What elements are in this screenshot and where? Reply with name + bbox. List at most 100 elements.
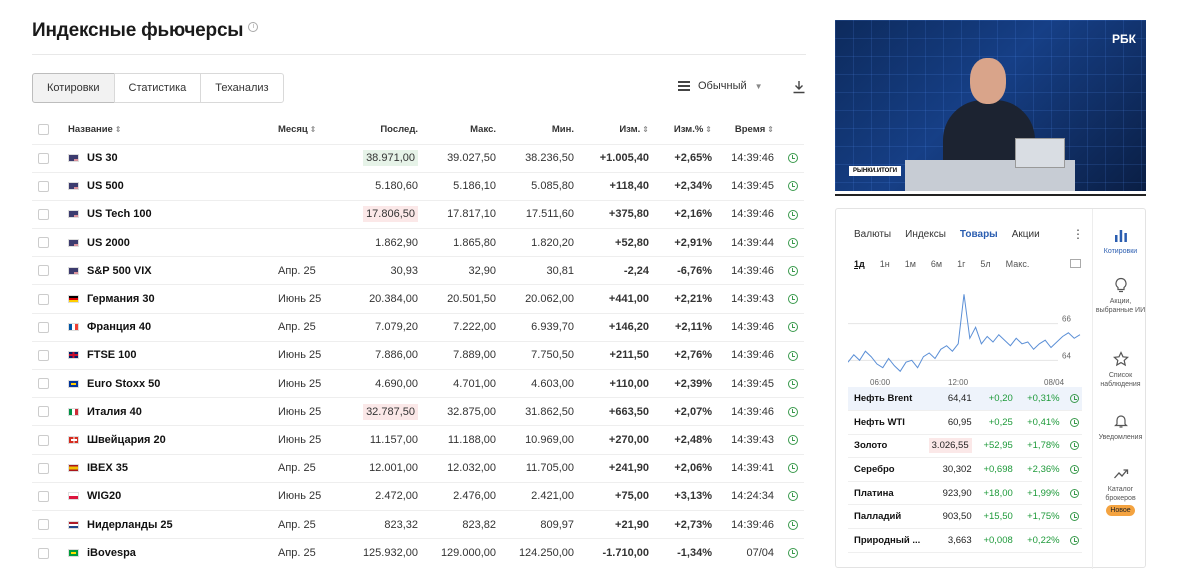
row-checkbox[interactable] (38, 180, 49, 192)
select-all-checkbox[interactable] (38, 124, 49, 136)
commodity-name[interactable]: Платина (848, 481, 926, 506)
instrument-name[interactable]: Франция 40 (87, 321, 152, 334)
instrument-cell[interactable]: S&P 500 VIX (62, 256, 272, 285)
row-checkbox[interactable] (38, 378, 49, 390)
row-checkbox[interactable] (38, 519, 49, 531)
col-high[interactable]: Макс. (470, 124, 496, 136)
row-checkbox[interactable] (38, 406, 49, 418)
instrument-cell[interactable]: US Tech 100 (62, 199, 272, 229)
list-item[interactable]: Нефть Brent 64,41 +0,20 +0,31% (848, 387, 1082, 412)
table-row[interactable]: Италия 40 Июнь 25 32.787,50 32.875,00 31… (32, 397, 804, 426)
instrument-cell[interactable]: iBovespa (62, 538, 272, 567)
table-row[interactable]: US Tech 100 17.806,50 17.817,10 17.511,6… (32, 199, 804, 229)
instrument-name[interactable]: WIG20 (87, 490, 122, 503)
instrument-cell[interactable]: Euro Stoxx 50 (62, 368, 272, 398)
period-2[interactable]: 1м (904, 259, 916, 269)
col-chg-pct[interactable]: Изм.% ⇕ (673, 124, 712, 136)
row-checkbox[interactable] (38, 462, 49, 474)
period-3[interactable]: 6м (930, 259, 943, 269)
col-name[interactable]: Название ⇕ (68, 124, 122, 136)
instrument-cell[interactable]: US 2000 (62, 228, 272, 257)
download-icon[interactable] (792, 80, 806, 94)
widget-tab-0[interactable]: Валюты (854, 229, 892, 240)
row-checkbox[interactable] (38, 350, 49, 361)
instrument-cell[interactable]: Франция 40 (62, 312, 272, 342)
instrument-name[interactable]: S&P 500 VIX (87, 264, 152, 277)
instrument-name[interactable]: Нидерланды 25 (87, 518, 173, 531)
row-checkbox[interactable] (38, 209, 49, 221)
col-chg[interactable]: Изм. ⇕ (619, 124, 649, 136)
instrument-name[interactable]: US 30 (87, 152, 118, 165)
sidebar-item-4[interactable]: Каталог брокеров Новое (1093, 465, 1148, 516)
instrument-cell[interactable]: Швейцария 20 (62, 425, 272, 455)
commodity-name[interactable]: Природный ... (848, 528, 926, 553)
row-checkbox[interactable] (38, 293, 49, 305)
video-player[interactable]: РБК РЫНКИ.ИТОГИ (835, 20, 1146, 191)
table-row[interactable]: US 500 5.180,60 5.186,10 5.085,80 +118,4… (32, 171, 804, 201)
video-progress[interactable] (835, 194, 1146, 196)
commodity-name[interactable]: Золото (848, 434, 926, 459)
col-last[interactable]: Послед. (380, 124, 418, 136)
period-5[interactable]: 5л (980, 259, 991, 269)
col-low[interactable]: Мин. (551, 124, 574, 136)
instrument-cell[interactable]: Нидерланды 25 (62, 509, 272, 539)
commodity-name[interactable]: Серебро (848, 457, 926, 482)
list-item[interactable]: Природный ... 3,663 +0,008 +0,22% (848, 528, 1082, 553)
table-row[interactable]: WIG20 Июнь 25 2.472,00 2.476,00 2.421,00… (32, 481, 804, 511)
instrument-cell[interactable]: WIG20 (62, 481, 272, 511)
instrument-name[interactable]: Италия 40 (87, 405, 142, 418)
row-checkbox[interactable] (38, 547, 49, 559)
instrument-name[interactable]: US 2000 (87, 236, 130, 249)
list-item[interactable]: Серебро 30,302 +0,698 +2,36% (848, 457, 1082, 482)
list-item[interactable]: Палладий 903,50 +15,50 +1,75% (848, 504, 1082, 530)
list-item[interactable]: Нефть WTI 60,95 +0,25 +0,41% (848, 410, 1082, 435)
row-checkbox[interactable] (38, 434, 49, 446)
period-4[interactable]: 1г (957, 259, 966, 269)
col-time[interactable]: Время ⇕ (734, 124, 774, 136)
commodity-name[interactable]: Нефть Brent (848, 387, 926, 412)
instrument-name[interactable]: iBovespa (87, 546, 136, 559)
table-row[interactable]: FTSE 100 Июнь 25 7.886,00 7.889,00 7.750… (32, 340, 804, 370)
instrument-cell[interactable]: FTSE 100 (62, 340, 272, 370)
table-row[interactable]: Германия 30 Июнь 25 20.384,00 20.501,50 … (32, 284, 804, 314)
sidebar-item-3[interactable]: Уведомления (1093, 413, 1148, 442)
row-checkbox[interactable] (38, 152, 49, 164)
table-row[interactable]: Нидерланды 25 Апр. 25 823,32 823,82 809,… (32, 509, 804, 539)
sidebar-item-0[interactable]: Котировки (1093, 227, 1148, 256)
table-row[interactable]: Франция 40 Апр. 25 7.079,20 7.222,00 6.9… (32, 312, 804, 342)
table-row[interactable]: IBEX 35 Апр. 25 12.001,00 12.032,00 11.7… (32, 453, 804, 483)
table-row[interactable]: S&P 500 VIX Апр. 25 30,93 32,90 30,81 -2… (32, 256, 804, 285)
instrument-name[interactable]: Швейцария 20 (87, 433, 166, 446)
commodity-name[interactable]: Нефть WTI (848, 410, 926, 435)
instrument-name[interactable]: US Tech 100 (87, 208, 152, 221)
widget-tab-1[interactable]: Индексы (905, 229, 946, 240)
instrument-cell[interactable]: Италия 40 (62, 397, 272, 426)
col-month[interactable]: Месяц ⇕ (278, 124, 317, 136)
more-vertical-icon[interactable]: ⋮ (1072, 227, 1084, 241)
row-checkbox[interactable] (38, 237, 49, 249)
instrument-cell[interactable]: IBEX 35 (62, 453, 272, 483)
tab-techanalysis[interactable]: Теханализ (200, 73, 284, 103)
table-row[interactable]: US 30 38.971,00 39.027,50 38.236,50 +1.0… (32, 143, 804, 173)
sidebar-item-2[interactable]: Список наблюдения (1093, 351, 1148, 389)
table-row[interactable]: Швейцария 20 Июнь 25 11.157,00 11.188,00… (32, 425, 804, 455)
instrument-cell[interactable]: US 30 (62, 143, 272, 173)
table-row[interactable]: US 2000 1.862,90 1.865,80 1.820,20 +52,8… (32, 228, 804, 257)
instrument-cell[interactable]: Германия 30 (62, 284, 272, 314)
widget-tab-3[interactable]: Акции (1011, 229, 1040, 240)
instrument-name[interactable]: Германия 30 (87, 293, 155, 306)
expand-icon[interactable] (1070, 259, 1081, 268)
row-checkbox[interactable] (38, 265, 49, 277)
table-row[interactable]: iBovespa Апр. 25 125.932,00 129.000,00 1… (32, 538, 804, 567)
instrument-name[interactable]: FTSE 100 (87, 349, 137, 362)
period-1[interactable]: 1н (879, 259, 890, 269)
period-0[interactable]: 1д (854, 259, 865, 269)
info-icon[interactable]: i (248, 22, 259, 32)
commodity-name[interactable]: Палладий (848, 504, 926, 530)
instrument-cell[interactable]: US 500 (62, 171, 272, 201)
list-item[interactable]: Золото 3.026,55 +52,95 +1,78% (848, 434, 1082, 459)
period-6[interactable]: Макс. (1005, 259, 1030, 269)
list-item[interactable]: Платина 923,90 +18,00 +1,99% (848, 481, 1082, 506)
tab-statistics[interactable]: Статистика (113, 73, 202, 103)
view-select[interactable]: Обычный ▼ (678, 80, 763, 92)
